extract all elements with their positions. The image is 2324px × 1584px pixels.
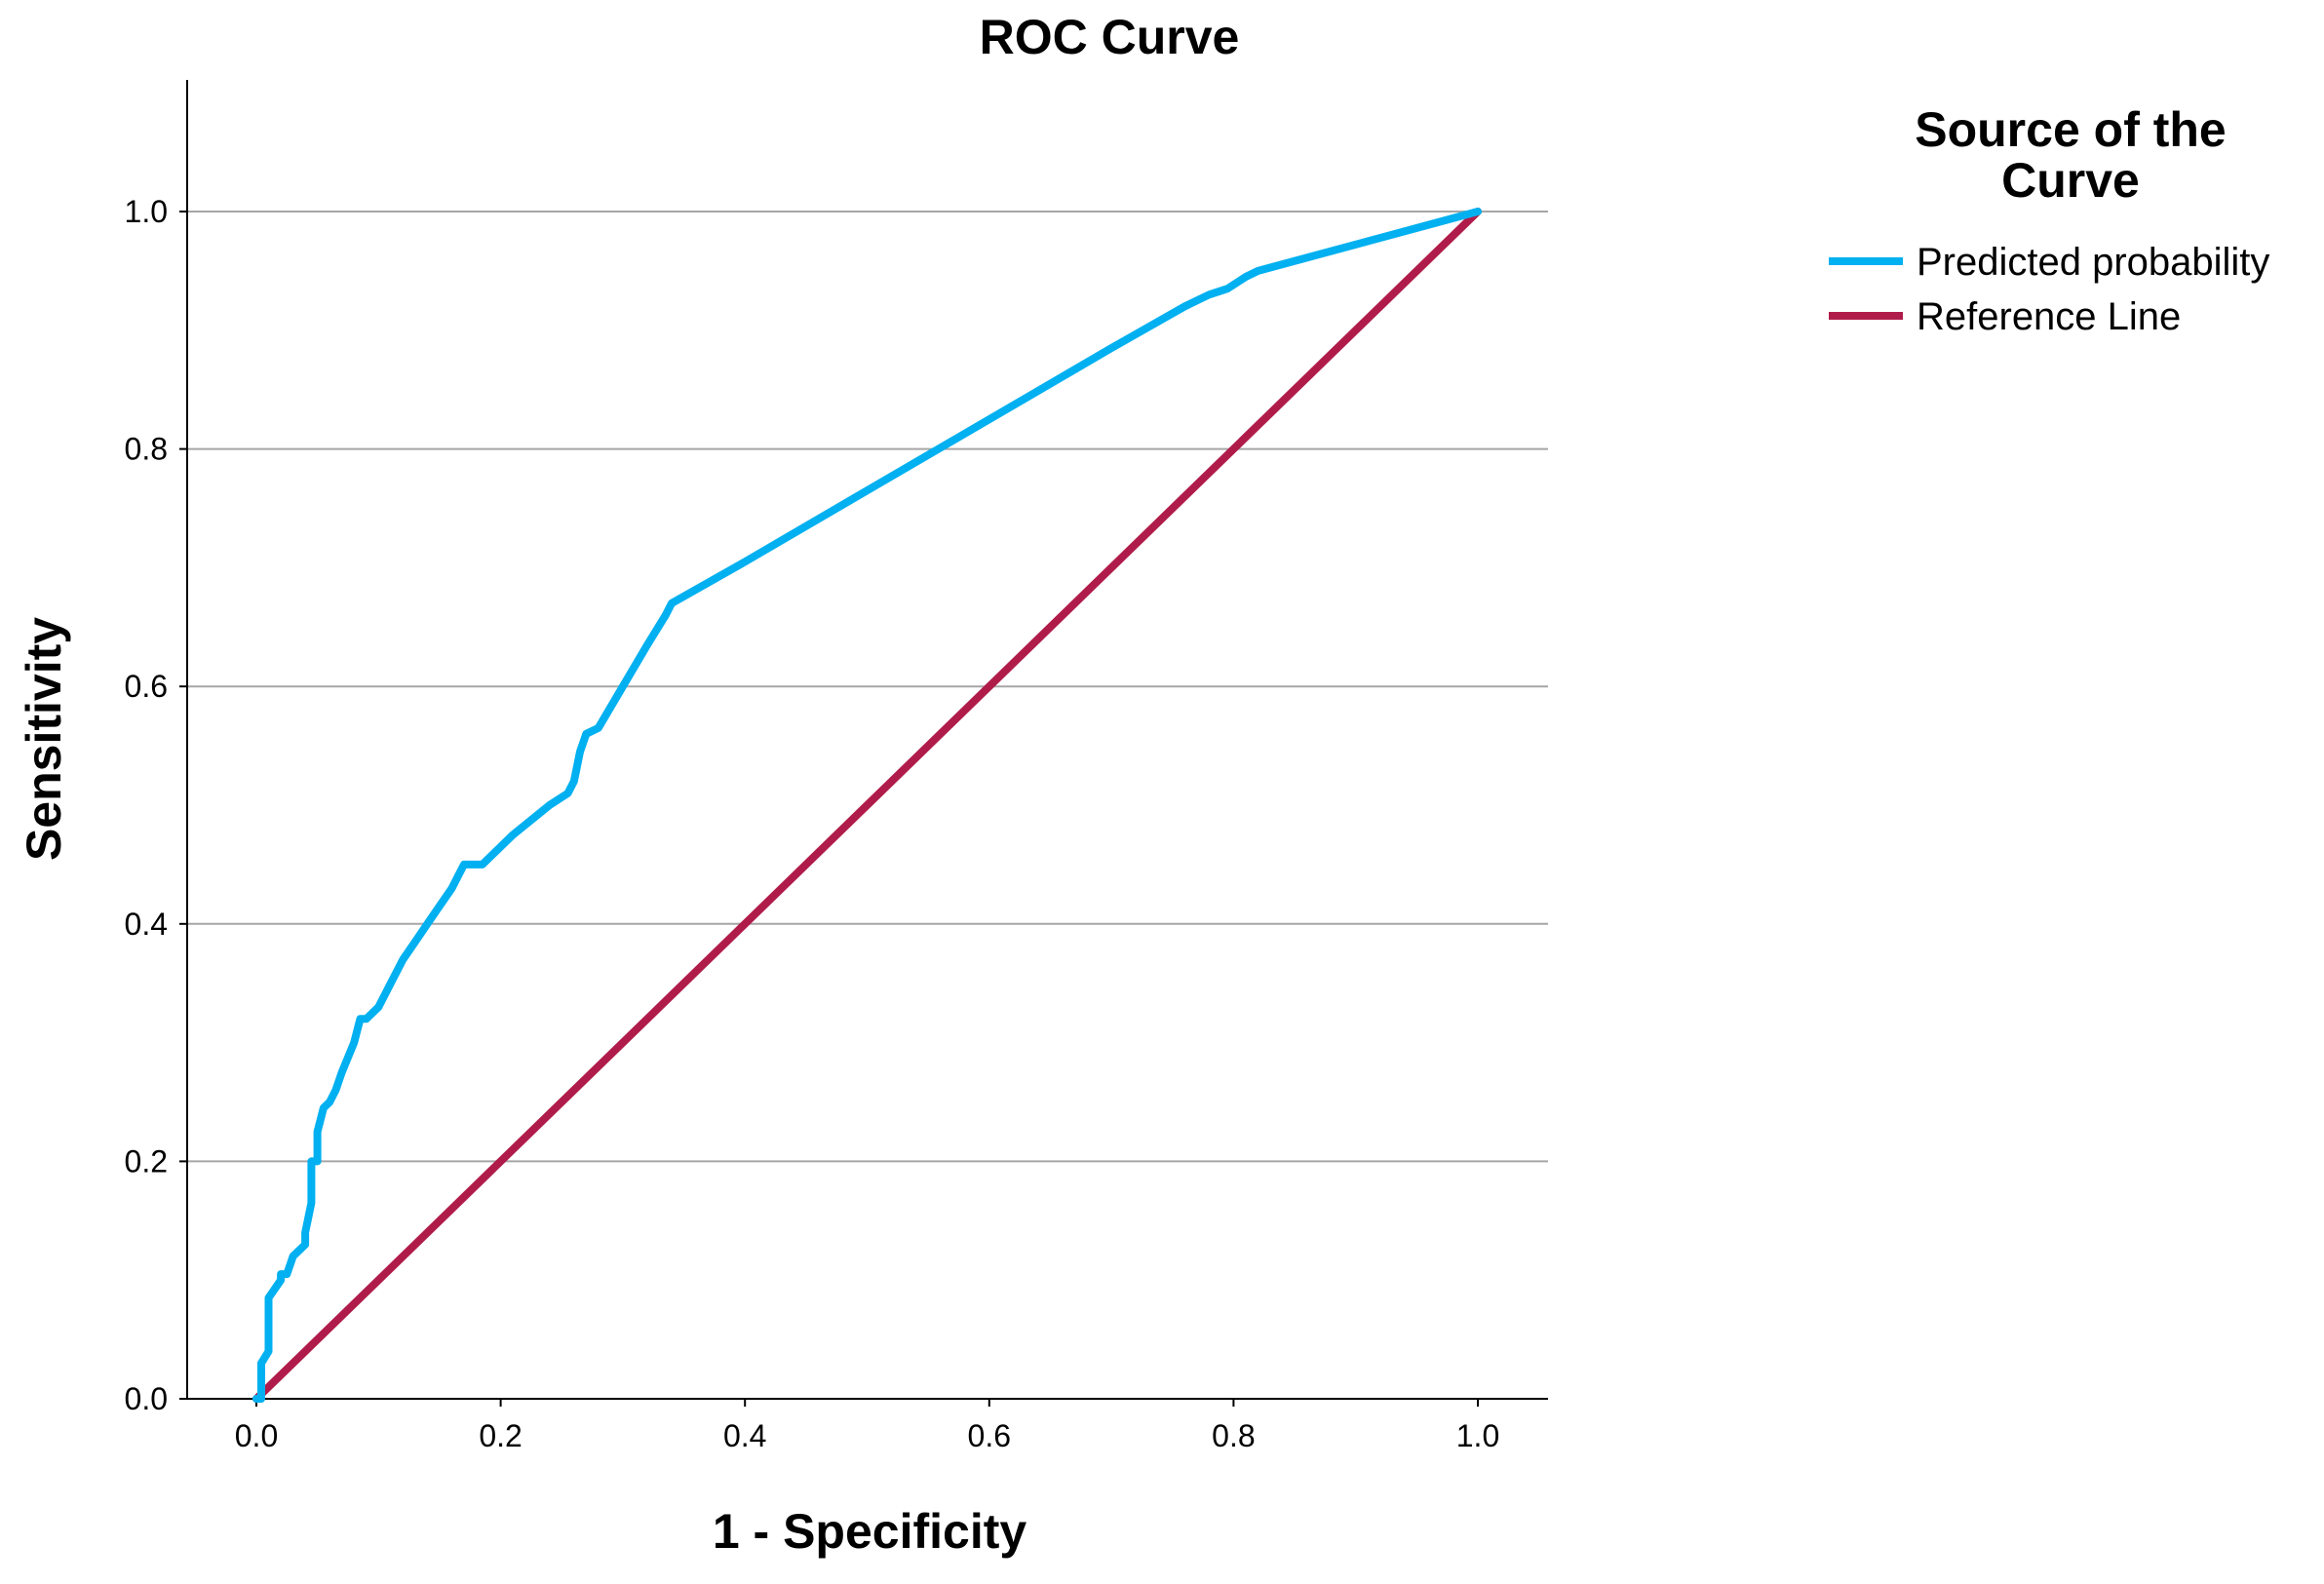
x-tick-label-4: 0.8 bbox=[1212, 1418, 1255, 1453]
series-line-predicted-probability bbox=[252, 208, 1482, 1403]
series-line-reference-line bbox=[252, 208, 1482, 1403]
y-tick-label-0: 0.0 bbox=[125, 1381, 168, 1416]
legend-title-line-2: Curve bbox=[2001, 153, 2140, 208]
x-ticks: 0.0 0.2 0.4 0.6 0.8 1.0 bbox=[235, 1399, 1499, 1453]
x-axis-title: 1 - Specificity bbox=[713, 1504, 1027, 1559]
y-ticks: 0.0 0.2 0.4 0.6 0.8 1.0 bbox=[125, 194, 187, 1416]
legend-label-reference-line: Reference Line bbox=[1917, 295, 2181, 338]
legend-title-line-1: Source of the bbox=[1915, 102, 2226, 157]
y-tick-label-3: 0.6 bbox=[125, 669, 168, 704]
y-axis-title: Sensitivity bbox=[17, 617, 71, 861]
x-tick-label-0: 0.0 bbox=[235, 1418, 278, 1453]
grid-layer bbox=[187, 211, 1548, 1163]
legend-label-predicted-probability: Predicted probability bbox=[1917, 241, 2269, 284]
series-layer bbox=[252, 208, 1482, 1403]
legend: Source of the Curve Predicted probabilit… bbox=[1829, 102, 2269, 338]
y-tick-label-4: 0.8 bbox=[125, 432, 168, 467]
y-tick-label-2: 0.4 bbox=[125, 907, 168, 942]
chart-title: ROC Curve bbox=[980, 10, 1240, 64]
legend-items: Predicted probability Reference Line bbox=[1829, 241, 2269, 338]
y-tick-label-5: 1.0 bbox=[125, 194, 168, 229]
x-tick-label-2: 0.4 bbox=[723, 1418, 766, 1453]
x-tick-label-5: 1.0 bbox=[1456, 1418, 1499, 1453]
x-tick-label-3: 0.6 bbox=[968, 1418, 1011, 1453]
x-tick-label-1: 0.2 bbox=[479, 1418, 522, 1453]
y-tick-label-1: 0.2 bbox=[125, 1143, 168, 1178]
